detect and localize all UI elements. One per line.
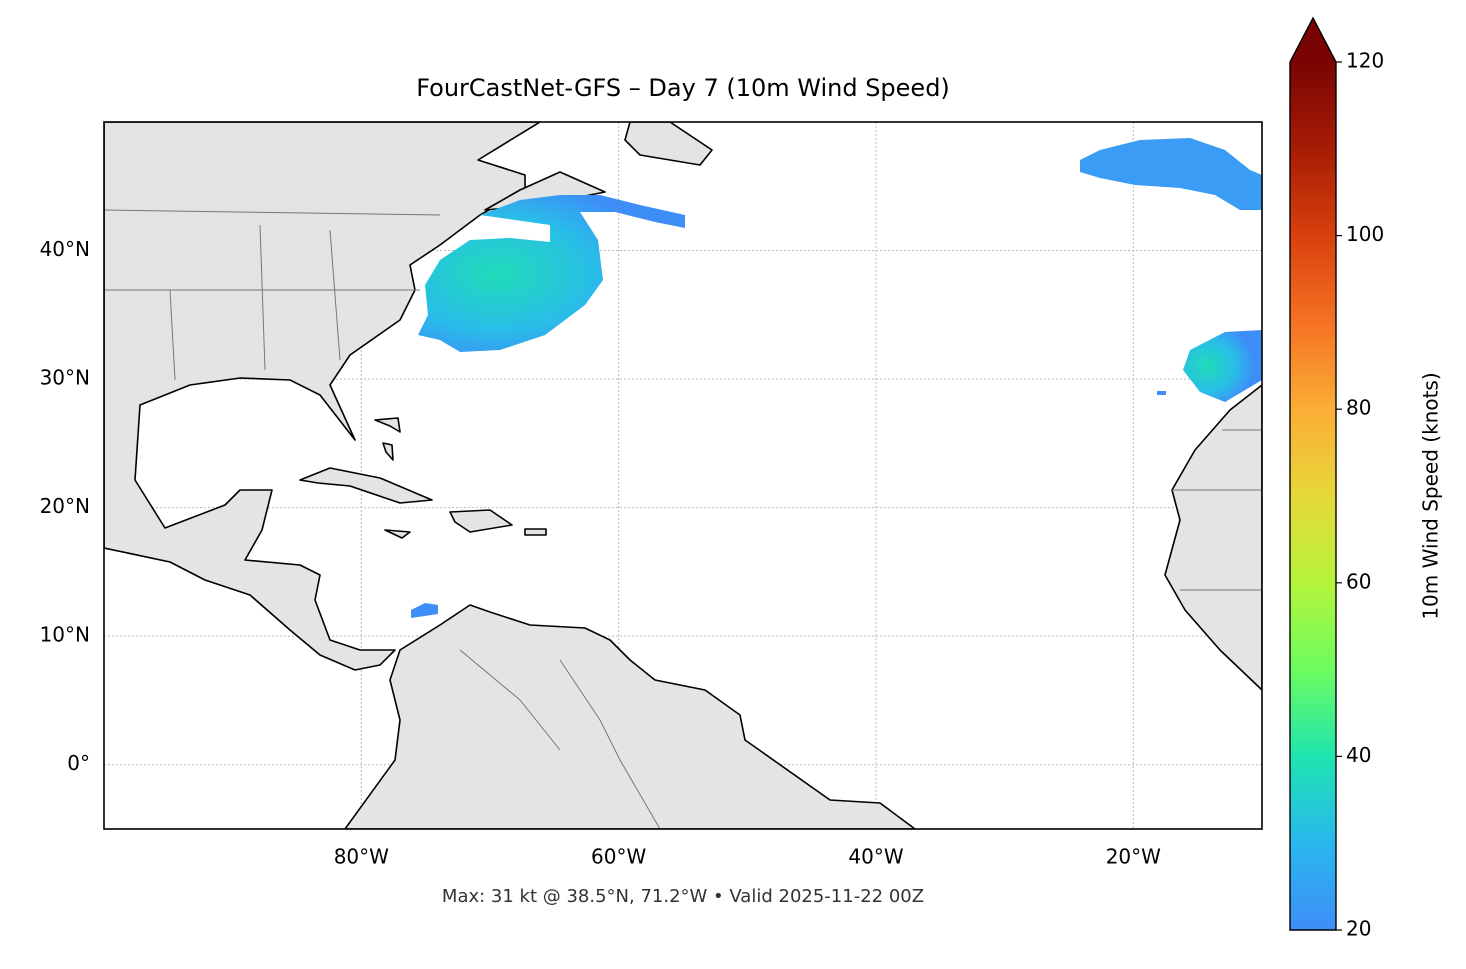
x-tick-label: 40°W [848, 845, 903, 869]
quebec-coast [624, 122, 713, 166]
wind-swath-azores [1183, 330, 1262, 402]
colorbar-tick-label: 40 [1346, 743, 1371, 767]
y-tick-label: 30°N [40, 366, 90, 390]
borders [104, 209, 1262, 829]
title: FourCastNet-GFS – Day 7 (10m Wind Speed) [416, 74, 950, 102]
colorbar-ramp [1290, 62, 1336, 930]
north-america [104, 122, 541, 671]
jamaica [384, 529, 411, 539]
colorbar-label: 10m Wind Speed (knots) [1419, 372, 1443, 619]
colorbar-tick-label: 60 [1346, 569, 1371, 593]
colorbar-tick-label: 20 [1346, 917, 1371, 941]
x-tick-label: 60°W [591, 845, 646, 869]
y-tick-label: 10°N [40, 623, 90, 647]
hispaniola [449, 509, 513, 533]
y-tick-label: 0° [67, 751, 90, 775]
caption: Max: 31 kt @ 38.5°N, 71.2°W • Valid 2025… [442, 886, 924, 907]
wind-swath-main [418, 195, 685, 352]
colorbar-tick-label: 100 [1346, 222, 1384, 246]
colorbar-extend [1290, 18, 1336, 62]
puerto-rico [524, 528, 547, 536]
map-frame [103, 121, 1263, 830]
south-america [344, 604, 916, 829]
wind-swath-caribbean [411, 391, 1166, 618]
africa [1164, 384, 1262, 691]
x-tick-label: 80°W [334, 845, 389, 869]
x-tick-label: 20°W [1106, 845, 1161, 869]
bahamas [374, 417, 401, 461]
colorbar-tick-label: 120 [1346, 49, 1384, 73]
y-tick-label: 40°N [40, 237, 90, 261]
map-layer [104, 122, 1262, 829]
colorbar: 20 40 60 80 100 120 10m Wind Speed (knots) [1289, 16, 1443, 941]
colorbar-outline [1289, 16, 1337, 931]
axis-ticks: 80°W 60°W 40°W 20°W 0° 10°N 20°N 30°N 40°N [40, 237, 1162, 868]
y-tick-label: 20°N [40, 494, 90, 518]
wind-swath-northeast [1080, 138, 1262, 210]
cuba [299, 467, 433, 504]
colorbar-tick-label: 80 [1346, 396, 1371, 420]
